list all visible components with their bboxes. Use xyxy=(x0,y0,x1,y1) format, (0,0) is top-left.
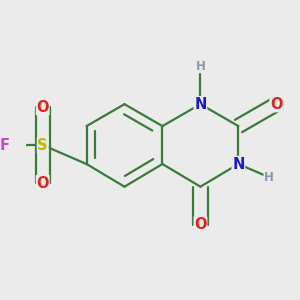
Text: O: O xyxy=(270,97,283,112)
Text: O: O xyxy=(37,100,49,115)
Text: O: O xyxy=(194,217,207,232)
Text: N: N xyxy=(232,157,244,172)
Text: H: H xyxy=(264,171,274,184)
Text: N: N xyxy=(194,97,207,112)
Text: H: H xyxy=(196,60,205,73)
Text: O: O xyxy=(37,176,49,190)
Text: S: S xyxy=(38,138,48,153)
Text: F: F xyxy=(0,138,10,153)
